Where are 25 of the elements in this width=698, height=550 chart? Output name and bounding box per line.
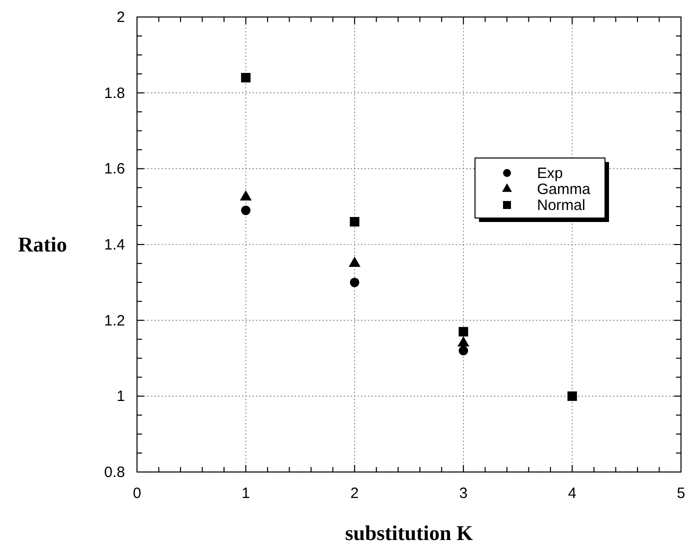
x-tick-label: 0 xyxy=(132,485,142,502)
point xyxy=(458,346,468,356)
y-tick-label: 0.8 xyxy=(104,464,125,481)
y-tick-label: 1.6 xyxy=(104,160,125,178)
y-tick-label: 1.8 xyxy=(104,84,125,102)
point xyxy=(567,391,577,401)
point xyxy=(241,72,251,82)
x-tick-label: 5 xyxy=(676,485,686,502)
y-axis-title: Ratio xyxy=(18,232,67,256)
legend-label: Normal xyxy=(537,197,586,214)
point xyxy=(241,206,251,216)
y-tick-label: 1.4 xyxy=(104,236,125,254)
y-tick-label: 2 xyxy=(116,9,125,26)
legend-label: Gamma xyxy=(537,181,591,198)
y-tick-label: 1.2 xyxy=(104,312,125,330)
point xyxy=(350,278,360,288)
x-tick-label: 3 xyxy=(459,485,468,502)
legend-label: Exp xyxy=(537,165,563,182)
x-tick-label: 1 xyxy=(242,485,250,502)
x-axis-title: substitution K xyxy=(345,521,474,545)
y-tick-label: 1 xyxy=(116,388,125,406)
x-tick-label: 4 xyxy=(568,485,576,502)
point xyxy=(458,326,468,336)
x-tick-label: 2 xyxy=(350,485,359,502)
point xyxy=(350,217,360,226)
